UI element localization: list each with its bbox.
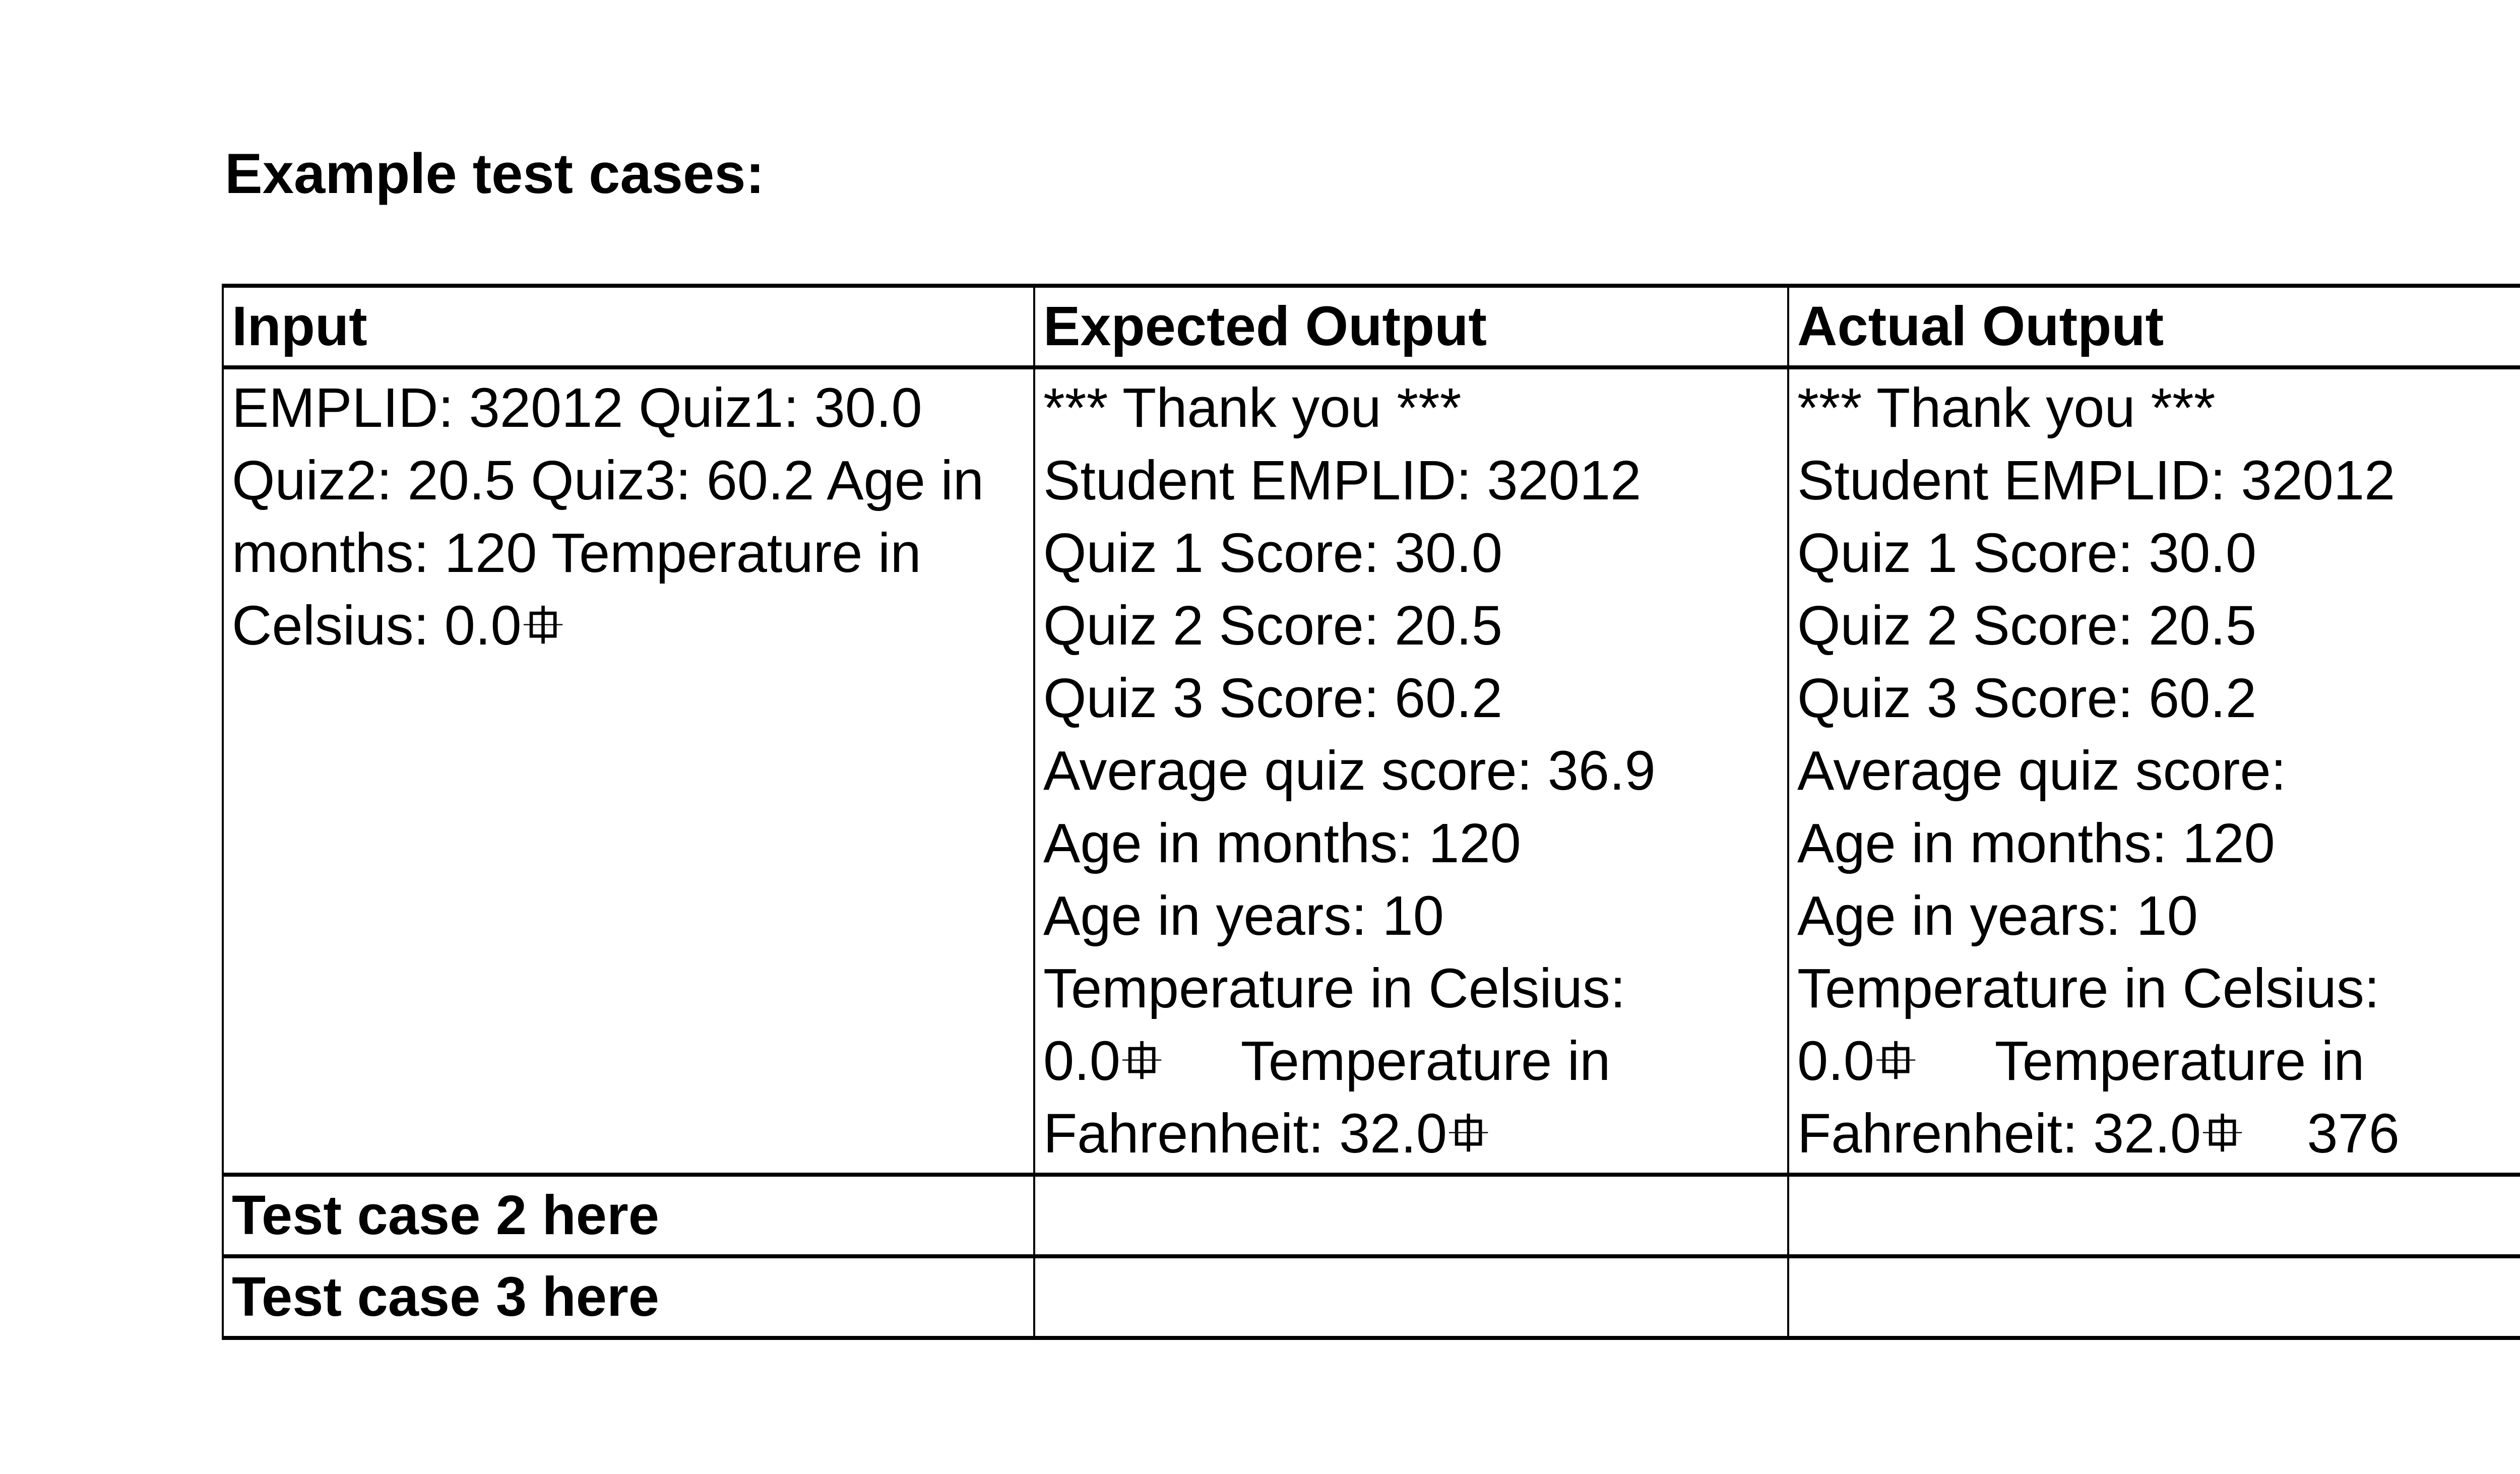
text-line: Quiz 2 Score: 20.5 bbox=[1797, 595, 2257, 657]
table-header-row: Input Expected Output Actual Output Pass… bbox=[222, 284, 2520, 369]
input-cell: Test case 3 here bbox=[222, 1254, 1035, 1340]
test-cases-table: Input Expected Output Actual Output Pass… bbox=[222, 284, 2520, 1340]
text-line: Average quiz score: bbox=[1797, 740, 2287, 802]
text-line: Celsius: 0.0 bbox=[232, 590, 1027, 662]
text-line: *** Thank you *** bbox=[1043, 377, 1462, 439]
field-marker-icon bbox=[2203, 1113, 2242, 1152]
field-marker-icon bbox=[1876, 1041, 1916, 1079]
text-line: 0.0 Temperature in bbox=[1043, 1030, 1611, 1092]
field-marker-icon bbox=[523, 605, 563, 644]
text-line: Quiz2: 20.5 Quiz3: 60.2 Age in bbox=[232, 450, 984, 511]
text-line: Quiz 2 Score: 20.5 bbox=[1043, 595, 1503, 657]
actual-output-cell bbox=[1787, 1254, 2520, 1340]
text-line: Quiz 1 Score: 30.0 bbox=[1043, 522, 1503, 584]
field-marker-icon bbox=[1122, 1041, 1162, 1079]
text-line: Age in months: 120 bbox=[1043, 812, 1521, 874]
text-line: Temperature in Celsius: bbox=[1797, 957, 2380, 1019]
text-line: Quiz 1 Score: 30.0 bbox=[1797, 522, 2257, 584]
text-line: Quiz 3 Score: 60.2 bbox=[1797, 667, 2257, 729]
text-line: Age in years: 10 bbox=[1797, 885, 2198, 947]
table-body: EMPLID: 32012 Quiz1: 30.0 Quiz2: 20.5 Qui… bbox=[222, 365, 2520, 1340]
expected-output-cell bbox=[1033, 1254, 1789, 1340]
input-cell: EMPLID: 32012 Quiz1: 30.0 Quiz2: 20.5 Qui… bbox=[222, 365, 1035, 1177]
page-title: Example test cases: bbox=[225, 142, 765, 205]
text-line: EMPLID: 32012 Quiz1: 30.0 bbox=[232, 377, 922, 439]
text-line: *** Thank you *** bbox=[1797, 377, 2216, 439]
table-row: EMPLID: 32012 Quiz1: 30.0 Quiz2: 20.5 Qui… bbox=[222, 365, 2520, 1177]
actual-output-cell bbox=[1787, 1173, 2520, 1258]
actual-output-cell: *** Thank you *** Student EMPLID: 32012 Qu… bbox=[1787, 365, 2520, 1177]
text-line: Quiz 3 Score: 60.2 bbox=[1043, 667, 1503, 729]
text-line: Student EMPLID: 32012 bbox=[1043, 450, 1642, 511]
field-marker-icon bbox=[1449, 1113, 1488, 1152]
table-row: Test case 3 here bbox=[222, 1254, 2520, 1340]
text-line: 0.0 Temperature in bbox=[1797, 1030, 2365, 1092]
text-line: Fahrenheit: 32.0 376 bbox=[1797, 1103, 2400, 1165]
expected-output-cell: *** Thank you *** Student EMPLID: 32012 Qu… bbox=[1033, 365, 1789, 1177]
text-line: Student EMPLID: 32012 bbox=[1797, 450, 2396, 511]
text-line: months: 120 Temperature in bbox=[232, 522, 921, 584]
text-line: Fahrenheit: 32.0 bbox=[1043, 1098, 1781, 1170]
text-line: Average quiz score: 36.9 bbox=[1043, 740, 1656, 802]
text-line: Temperature in Celsius: bbox=[1043, 957, 1626, 1019]
column-header-input: Input bbox=[222, 284, 1035, 369]
column-header-actual-output: Actual Output bbox=[1787, 284, 2520, 369]
input-cell: Test case 2 here bbox=[222, 1173, 1035, 1258]
text-line: Age in months: 120 bbox=[1797, 812, 2275, 874]
text-line: Test case 3 here bbox=[232, 1266, 659, 1328]
table-row: Test case 2 here bbox=[222, 1173, 2520, 1258]
text-line: Test case 2 here bbox=[232, 1184, 659, 1246]
column-header-expected-output: Expected Output bbox=[1033, 284, 1789, 369]
text-line: Age in years: 10 bbox=[1043, 885, 1444, 947]
expected-output-cell bbox=[1033, 1173, 1789, 1258]
